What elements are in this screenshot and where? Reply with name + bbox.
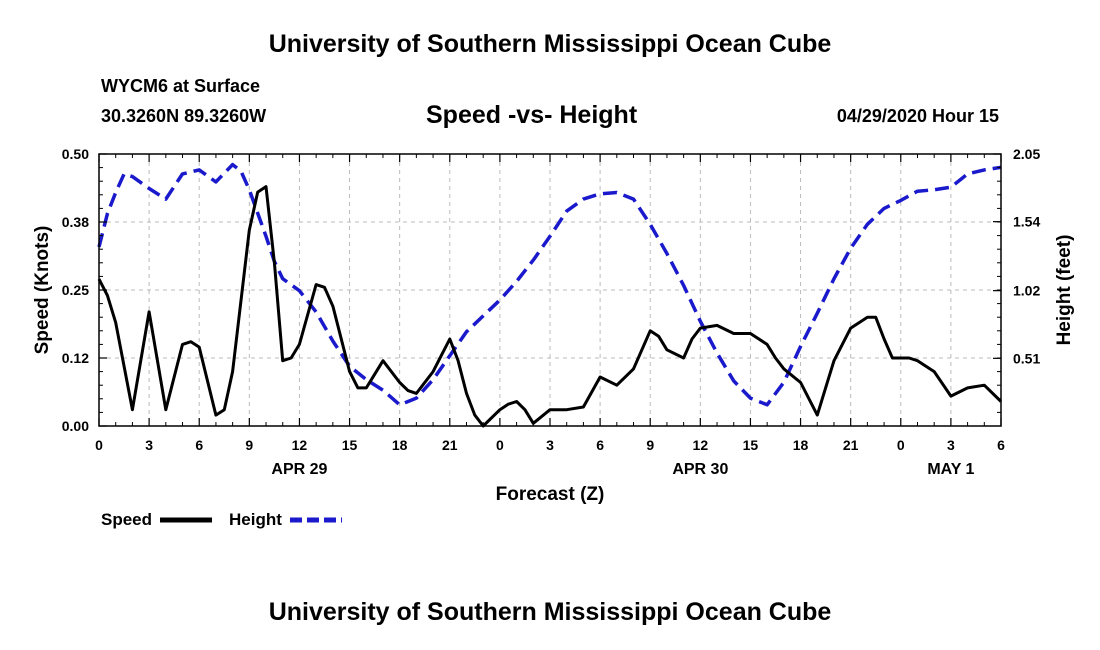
grid-lines — [99, 154, 1001, 426]
y2-tick-label: 1.02 — [1013, 283, 1040, 299]
height-series-line — [97, 162, 1002, 407]
x-tick-label: 3 — [546, 437, 554, 453]
x-tick-label: 9 — [646, 437, 654, 453]
speed-series-line — [97, 185, 1003, 428]
y-tick-label: 0.38 — [62, 214, 89, 230]
forecast-datetime: 04/29/2020 Hour 15 — [836, 106, 999, 126]
x-tick-label: 15 — [342, 437, 358, 453]
y-axis-title: Speed (Knots) — [32, 226, 53, 355]
y2-axis-title: Height (feet) — [1054, 235, 1075, 346]
x-tick-label: 6 — [596, 437, 604, 453]
x-tick-label: 12 — [292, 437, 308, 453]
axis-ticks — [98, 153, 1002, 427]
y2-tick-label: 1.54 — [1013, 214, 1040, 230]
x-tick-label: 12 — [693, 437, 709, 453]
footer-title: University of Southern Mississippi Ocean… — [268, 598, 832, 626]
legend-height-label: Height — [229, 510, 282, 529]
x-tick-label: 0 — [95, 437, 103, 453]
y-tick-label: 0.25 — [62, 282, 89, 298]
y2-tick-label: 0.51 — [1013, 350, 1040, 366]
x-tick-label: 0 — [496, 437, 504, 453]
y2-tick-label: 2.05 — [1013, 146, 1040, 162]
x-tick-label: 0 — [897, 437, 905, 453]
coordinates-label: 30.3260N 89.3260W — [101, 106, 267, 126]
x-date-label: APR 30 — [672, 461, 728, 478]
x-tick-label: 18 — [392, 437, 408, 453]
axis-tick-labels: 0 3 6 9 12 15 18 21 0 3 6 9 12 15 18 21 0 3 6 0.00 0.12 0.25 0… — [62, 146, 1041, 478]
page-title: University of Southern Mississippi Ocean… — [268, 30, 832, 58]
legend-speed-label: Speed — [101, 510, 152, 529]
x-tick-label: 9 — [245, 437, 253, 453]
station-label: WYCM6 at Surface — [101, 76, 261, 96]
x-axis-title: Forecast (Z) — [496, 484, 605, 505]
x-tick-label: 6 — [997, 437, 1005, 453]
y-tick-label: 0.12 — [62, 350, 89, 366]
y-tick-label: 0.00 — [62, 418, 89, 434]
x-tick-label: 3 — [145, 437, 153, 453]
series-lines — [97, 162, 1003, 428]
x-tick-label: 18 — [793, 437, 809, 453]
y-tick-label: 0.50 — [62, 146, 89, 162]
x-tick-label: 21 — [442, 437, 458, 453]
x-tick-label: 3 — [947, 437, 955, 453]
chart-subtitle: Speed -vs- Height — [426, 101, 638, 129]
x-tick-label: 15 — [743, 437, 759, 453]
x-tick-label: 6 — [195, 437, 203, 453]
x-tick-label: 21 — [843, 437, 859, 453]
x-date-label: APR 29 — [271, 461, 327, 478]
legend: Speed Height — [101, 510, 342, 529]
x-date-label: MAY 1 — [927, 461, 974, 478]
